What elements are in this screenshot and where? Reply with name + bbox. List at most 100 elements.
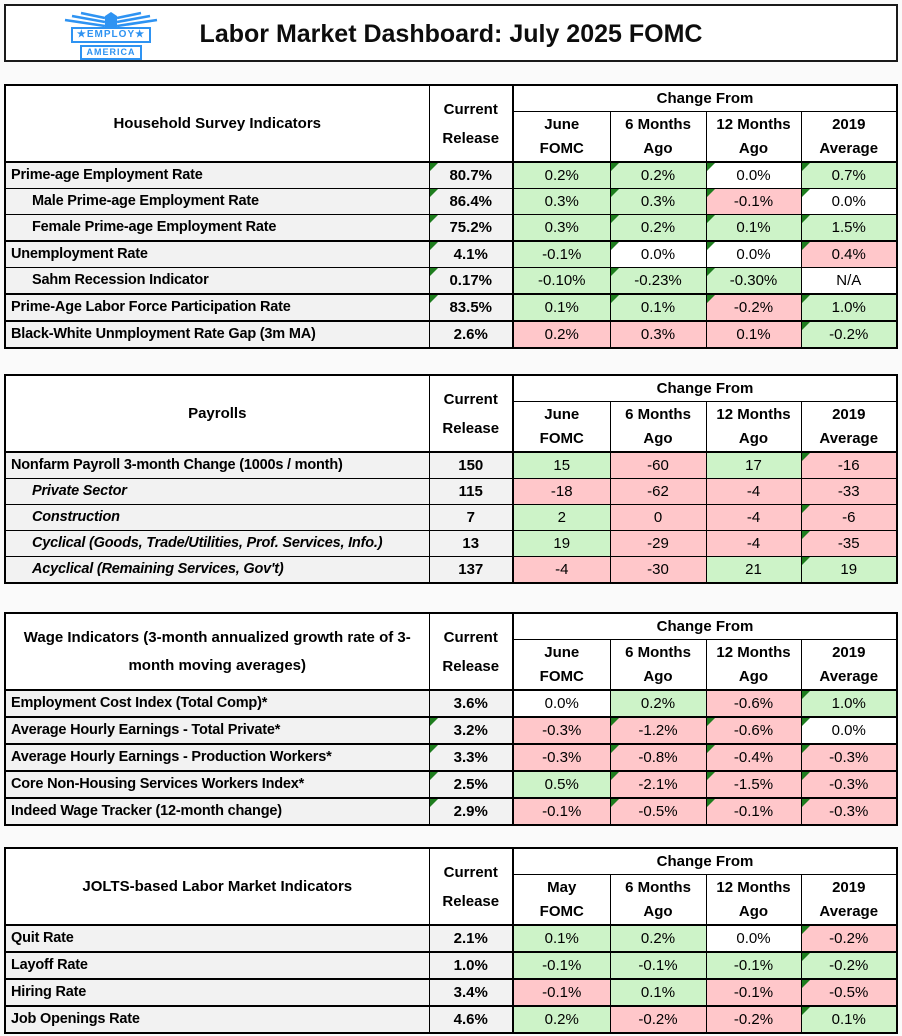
table-row: Nonfarm Payroll 3-month Change (1000s / … (4, 451, 898, 479)
current-value: 2.1% (428, 924, 514, 953)
table-title: Household Survey Indicators (4, 84, 430, 163)
change-value: 19 (512, 530, 611, 557)
change-value: -0.2% (609, 1005, 707, 1034)
change-value: -4 (705, 504, 802, 531)
change-col-header: 6 Months Ago (609, 874, 707, 926)
household-survey-table: Household Survey Indicators Current Releas… (4, 84, 898, 349)
change-value: N/A (800, 267, 898, 295)
change-value: 0.3% (609, 320, 707, 349)
current-value: 7 (428, 504, 514, 531)
row-label: Nonfarm Payroll 3-month Change (1000s / … (4, 451, 430, 479)
table-row: Prime-Age Labor Force Participation Rate… (4, 293, 898, 322)
change-value: 21 (705, 556, 802, 584)
change-value: 0.0% (800, 716, 898, 745)
change-value: -0.6% (705, 716, 802, 745)
table-row: Prime-age Employment Rate 80.7% 0.2% 0.2% 0.… (4, 161, 898, 189)
row-label: Hiring Rate (4, 978, 430, 1007)
table-row: Quit Rate 2.1% 0.1% 0.2% 0.0% -0.2% (4, 924, 898, 953)
change-value: -0.8% (609, 743, 707, 772)
table-row: Construction 7 2 0 -4 -6 (4, 504, 898, 531)
current-value: 2.5% (428, 770, 514, 799)
table-row: Private Sector 115 -18 -62 -4 -33 (4, 478, 898, 505)
change-value: -0.1% (705, 978, 802, 1007)
change-value: -0.5% (609, 797, 707, 826)
change-value: 0.2% (609, 689, 707, 718)
current-value: 1.0% (428, 951, 514, 980)
change-value: -29 (609, 530, 707, 557)
change-value: 0.2% (512, 320, 611, 349)
row-label: Black-White Unmployment Rate Gap (3m MA) (4, 320, 430, 349)
change-value: 2 (512, 504, 611, 531)
change-col-header: 2019 Average (800, 111, 898, 163)
change-value: -6 (800, 504, 898, 531)
change-value: 0.2% (609, 924, 707, 953)
change-value: -0.2% (800, 951, 898, 980)
table-row: Black-White Unmployment Rate Gap (3m MA)… (4, 320, 898, 349)
row-label: Core Non-Housing Services Workers Index* (4, 770, 430, 799)
change-value: -16 (800, 451, 898, 479)
change-value: 15 (512, 451, 611, 479)
row-label: Private Sector (4, 478, 430, 505)
change-col-header: 12 Months Ago (705, 874, 802, 926)
change-value: 0.5% (512, 770, 611, 799)
change-col-header: 2019 Average (800, 639, 898, 691)
change-value: -0.1% (705, 188, 802, 215)
change-col-header: 2019 Average (800, 874, 898, 926)
current-value: 0.17% (428, 267, 514, 295)
change-value: 0.2% (609, 214, 707, 242)
change-value: 0.7% (800, 161, 898, 189)
change-value: -0.1% (512, 978, 611, 1007)
row-label: Prime-age Employment Rate (4, 161, 430, 189)
change-value: 0.1% (705, 320, 802, 349)
row-label: Indeed Wage Tracker (12-month change) (4, 797, 430, 826)
change-value: -33 (800, 478, 898, 505)
change-value: -0.2% (705, 293, 802, 322)
change-col-header: 12 Months Ago (705, 401, 802, 453)
change-value: 1.5% (800, 214, 898, 242)
row-label: Job Openings Rate (4, 1005, 430, 1034)
row-label: Layoff Rate (4, 951, 430, 980)
current-release-header: Current Release (428, 612, 514, 691)
current-release-header: Current Release (428, 847, 514, 926)
change-value: 0.1% (609, 978, 707, 1007)
table-row: Job Openings Rate 4.6% 0.2% -0.2% -0.2% 0.1% (4, 1005, 898, 1034)
change-col-header: June FOMC (512, 639, 611, 691)
row-label: Unemployment Rate (4, 240, 430, 268)
table-title: Wage Indicators (3-month annualized grow… (4, 612, 430, 691)
change-value: -0.3% (800, 797, 898, 826)
logo-employ-text: ★EMPLOY★ (71, 27, 151, 43)
table-row: Core Non-Housing Services Workers Index*… (4, 770, 898, 799)
change-value: 0.0% (705, 161, 802, 189)
change-value: -0.2% (800, 320, 898, 349)
current-value: 86.4% (428, 188, 514, 215)
change-value: 0.2% (512, 1005, 611, 1034)
table-row: Cyclical (Goods, Trade/Utilities, Prof. … (4, 530, 898, 557)
change-value: -4 (705, 530, 802, 557)
row-label: Construction (4, 504, 430, 531)
row-label: Sahm Recession Indicator (4, 267, 430, 295)
change-value: -0.1% (512, 951, 611, 980)
change-value: 1.0% (800, 689, 898, 718)
header-banner: ★EMPLOY★ AMERICA Labor Market Dashboard:… (4, 4, 898, 62)
change-col-header: 6 Months Ago (609, 111, 707, 163)
change-value: -0.30% (705, 267, 802, 295)
change-value: -62 (609, 478, 707, 505)
change-col-header: May FOMC (512, 874, 611, 926)
change-value: -35 (800, 530, 898, 557)
change-value: 1.0% (800, 293, 898, 322)
change-col-header: 2019 Average (800, 401, 898, 453)
change-value: -0.1% (609, 951, 707, 980)
change-from-header: Change From (512, 612, 898, 640)
change-value: -0.10% (512, 267, 611, 295)
table-row: Sahm Recession Indicator 0.17% -0.10% -0.23… (4, 267, 898, 295)
change-value: -0.6% (705, 689, 802, 718)
change-value: 0.3% (609, 188, 707, 215)
change-value: -0.1% (705, 951, 802, 980)
current-value: 83.5% (428, 293, 514, 322)
change-value: 0.2% (512, 161, 611, 189)
change-value: 0.0% (705, 924, 802, 953)
change-from-header: Change From (512, 84, 898, 112)
current-value: 2.6% (428, 320, 514, 349)
change-value: -0.3% (800, 743, 898, 772)
change-value: 0.1% (512, 924, 611, 953)
